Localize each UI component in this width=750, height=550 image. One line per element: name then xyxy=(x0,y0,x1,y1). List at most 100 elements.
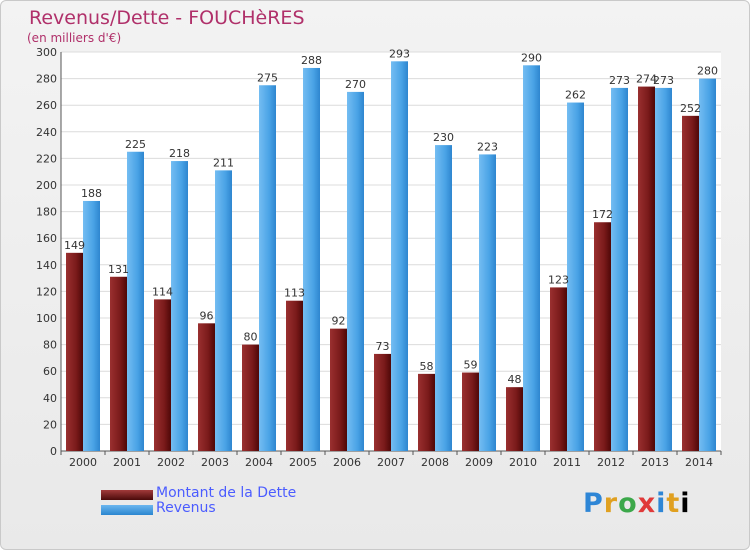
bar-revenus-2001 xyxy=(127,151,144,451)
data-label-revenus: 262 xyxy=(565,89,586,102)
legend-swatch-debt xyxy=(101,490,153,500)
x-tick-label: 2014 xyxy=(685,456,713,469)
x-tick-label: 2002 xyxy=(157,456,185,469)
bar-debt-2002 xyxy=(154,299,171,451)
x-tick-label: 2010 xyxy=(509,456,537,469)
bar-debt-2008 xyxy=(418,373,435,451)
bar-revenus-2011 xyxy=(567,102,584,451)
y-tick-label: 0 xyxy=(50,445,57,458)
data-label-revenus: 223 xyxy=(477,140,498,153)
data-label-revenus: 290 xyxy=(521,51,542,64)
x-tick-label: 2003 xyxy=(201,456,229,469)
x-tick-label: 2012 xyxy=(597,456,625,469)
x-tick-label: 2004 xyxy=(245,456,273,469)
y-tick-label: 100 xyxy=(36,312,57,325)
bar-revenus-2010 xyxy=(523,65,540,452)
data-label-debt: 114 xyxy=(152,285,173,298)
x-tick-label: 2000 xyxy=(69,456,97,469)
y-tick-label: 160 xyxy=(36,232,57,245)
data-label-revenus: 270 xyxy=(345,78,366,91)
bar-debt-2007 xyxy=(374,353,391,451)
bar-revenus-2000 xyxy=(83,200,100,451)
bar-revenus-2012 xyxy=(611,87,628,451)
bar-debt-2001 xyxy=(110,276,127,451)
bar-debt-2013 xyxy=(638,86,655,451)
bar-debt-2014 xyxy=(682,115,699,451)
bar-debt-2009 xyxy=(462,372,479,451)
data-label-debt: 131 xyxy=(108,263,129,276)
bar-revenus-2006 xyxy=(347,91,364,452)
bar-revenus-2004 xyxy=(259,85,276,451)
proxiti-logo: Proxiti xyxy=(583,488,691,519)
y-tick-label: 240 xyxy=(36,126,57,139)
x-tick-label: 2009 xyxy=(465,456,493,469)
data-label-revenus: 288 xyxy=(301,54,322,67)
data-label-debt: 96 xyxy=(200,309,214,322)
chart-subtitle: (en milliers d'€) xyxy=(27,31,122,45)
y-tick-label: 180 xyxy=(36,206,57,219)
bar-revenus-2007 xyxy=(391,61,408,452)
legend-swatch-revenus xyxy=(101,505,153,515)
y-tick-label: 220 xyxy=(36,152,57,165)
data-label-revenus: 225 xyxy=(125,138,146,151)
y-tick-label: 120 xyxy=(36,285,57,298)
bar-revenus-2003 xyxy=(215,170,232,451)
data-label-revenus: 273 xyxy=(609,74,630,87)
bar-revenus-2014 xyxy=(699,78,716,451)
y-tick-label: 140 xyxy=(36,259,57,272)
bar-revenus-2005 xyxy=(303,67,320,452)
data-label-revenus: 230 xyxy=(433,131,454,144)
y-tick-label: 260 xyxy=(36,99,57,112)
x-tick-label: 2001 xyxy=(113,456,141,469)
x-tick-label: 2013 xyxy=(641,456,669,469)
data-label-debt: 92 xyxy=(332,315,346,328)
bar-debt-2011 xyxy=(550,287,567,451)
data-label-revenus: 293 xyxy=(389,47,410,60)
data-label-debt: 274 xyxy=(636,73,657,86)
y-tick-label: 40 xyxy=(43,392,57,405)
data-label-revenus: 211 xyxy=(213,156,234,169)
y-tick-label: 60 xyxy=(43,365,57,378)
y-tick-label: 280 xyxy=(36,73,57,86)
bar-debt-2012 xyxy=(594,222,611,451)
y-tick-label: 80 xyxy=(43,339,57,352)
data-label-debt: 48 xyxy=(508,373,522,386)
data-label-revenus: 275 xyxy=(257,71,278,84)
bar-debt-2005 xyxy=(286,300,303,451)
y-tick-label: 20 xyxy=(43,418,57,431)
bar-debt-2010 xyxy=(506,387,523,451)
y-tick-label: 300 xyxy=(36,46,57,59)
bar-revenus-2009 xyxy=(479,154,496,451)
data-label-debt: 123 xyxy=(548,273,569,286)
data-label-debt: 58 xyxy=(420,360,434,373)
bar-revenus-2008 xyxy=(435,145,452,451)
legend-label-revenus: Revenus xyxy=(156,500,216,516)
x-tick-label: 2005 xyxy=(289,456,317,469)
bar-revenus-2013 xyxy=(655,87,672,451)
bar-debt-2000 xyxy=(66,252,83,451)
data-label-debt: 80 xyxy=(244,331,258,344)
chart-title: Revenus/Dette - FOUCHèRES xyxy=(29,7,305,29)
data-label-revenus: 280 xyxy=(697,65,718,78)
x-tick-label: 2007 xyxy=(377,456,405,469)
data-label-debt: 59 xyxy=(464,359,478,372)
x-tick-label: 2006 xyxy=(333,456,361,469)
bar-debt-2003 xyxy=(198,323,215,451)
data-label-debt: 252 xyxy=(680,102,701,115)
data-label-debt: 172 xyxy=(592,208,613,221)
legend-label-debt: Montant de la Dette xyxy=(156,485,297,501)
bar-debt-2004 xyxy=(242,344,259,451)
data-label-revenus: 273 xyxy=(653,74,674,87)
x-tick-label: 2008 xyxy=(421,456,449,469)
x-tick-label: 2011 xyxy=(553,456,581,469)
data-label-debt: 149 xyxy=(64,239,85,252)
data-label-revenus: 218 xyxy=(169,147,190,160)
bar-revenus-2002 xyxy=(171,161,188,451)
data-label-debt: 73 xyxy=(376,340,390,353)
y-tick-label: 200 xyxy=(36,179,57,192)
data-label-revenus: 188 xyxy=(81,187,102,200)
bar-debt-2006 xyxy=(330,328,347,451)
data-label-debt: 113 xyxy=(284,287,305,300)
